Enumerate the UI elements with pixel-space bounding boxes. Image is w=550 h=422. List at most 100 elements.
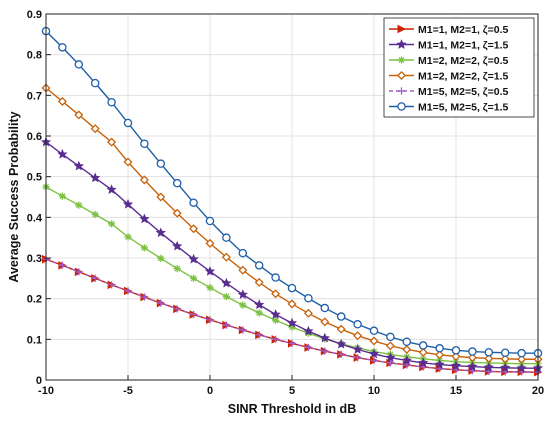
x-tick-label: 20 <box>532 385 544 397</box>
data-point <box>140 139 149 148</box>
data-point <box>204 266 216 276</box>
y-axis-label: Average Success Probability <box>7 111 21 282</box>
data-point <box>418 341 428 350</box>
data-point <box>434 359 445 369</box>
legend: M1=1, M2=1, ζ=0.5 M1=1, M2=1, ζ=1.5 M1=2, … <box>383 17 535 118</box>
data-point <box>155 227 166 238</box>
data-point <box>386 332 395 342</box>
data-point <box>451 351 461 361</box>
data-point <box>173 305 181 313</box>
data-point <box>124 287 132 295</box>
series-4 <box>41 83 543 364</box>
data-point <box>450 360 462 371</box>
data-point <box>397 102 406 111</box>
data-point <box>467 361 478 371</box>
data-point <box>255 331 263 339</box>
data-point <box>206 316 214 324</box>
data-point <box>238 248 248 258</box>
data-point <box>156 159 166 168</box>
data-point <box>91 274 99 282</box>
y-tick-label: 0 <box>36 375 42 387</box>
data-point <box>124 233 132 241</box>
y-tick-label: 0.3 <box>27 253 42 265</box>
data-point <box>205 238 215 248</box>
data-point <box>272 316 280 324</box>
data-point <box>385 341 395 351</box>
data-point <box>107 97 116 107</box>
data-point <box>517 348 526 358</box>
data-point <box>254 277 264 287</box>
data-point <box>90 78 100 88</box>
data-point <box>239 326 247 334</box>
data-point <box>91 210 99 219</box>
x-tick-label: -10 <box>38 385 54 397</box>
data-point <box>254 261 264 270</box>
legend-entry: M1=5, M2=5, ζ=0.5 <box>389 86 509 98</box>
data-point <box>337 350 345 358</box>
data-point <box>320 317 330 327</box>
legend-label: M1=2, M2=2, ζ=0.5 <box>418 55 509 67</box>
data-point <box>206 284 214 292</box>
data-point <box>418 357 429 368</box>
y-tick-label: 0.7 <box>27 90 42 102</box>
data-point <box>397 56 406 64</box>
data-point <box>304 294 313 303</box>
y-tick-label: 0.6 <box>27 131 42 143</box>
data-point <box>321 347 329 355</box>
x-tick-label: 15 <box>450 385 462 397</box>
legend-box <box>383 17 535 118</box>
data-point <box>172 178 182 188</box>
data-point <box>484 348 494 357</box>
data-point <box>239 301 247 309</box>
legend-label: M1=5, M2=5, ζ=0.5 <box>418 86 509 98</box>
data-point <box>272 335 280 343</box>
data-point <box>396 39 407 49</box>
data-point <box>286 317 298 328</box>
data-point <box>75 268 83 276</box>
data-point <box>319 332 330 343</box>
data-point <box>57 96 67 106</box>
data-point <box>255 309 263 317</box>
x-tick-label: 10 <box>368 385 380 397</box>
data-point <box>73 160 84 171</box>
data-point <box>90 172 101 183</box>
data-point <box>418 347 428 357</box>
data-point <box>336 338 347 349</box>
data-point <box>108 220 116 228</box>
data-point <box>468 347 477 356</box>
data-point <box>222 233 231 242</box>
y-tick-label: 0.1 <box>27 334 42 346</box>
data-point <box>288 339 296 347</box>
data-point <box>237 289 248 299</box>
data-point <box>270 309 281 319</box>
data-point <box>484 353 494 363</box>
data-point <box>74 60 84 69</box>
data-point <box>189 224 199 234</box>
series-2 <box>40 136 544 373</box>
data-point <box>467 353 477 363</box>
data-point <box>172 208 182 218</box>
legend-label: M1=1, M2=1, ζ=1.5 <box>418 40 509 52</box>
data-point <box>190 310 198 319</box>
data-point <box>397 87 406 95</box>
legend-entry: M1=5, M2=5, ζ=1.5 <box>389 102 509 114</box>
data-point <box>368 348 380 359</box>
data-point <box>108 281 116 289</box>
data-point <box>139 213 150 224</box>
data-point <box>189 198 198 207</box>
data-point <box>353 331 363 341</box>
data-point <box>402 337 412 347</box>
data-point <box>397 24 406 34</box>
legend-label: M1=1, M2=1, ζ=0.5 <box>418 24 509 36</box>
data-point <box>402 344 412 355</box>
data-point <box>157 254 165 263</box>
data-point <box>304 343 312 352</box>
data-point <box>336 324 346 334</box>
data-point <box>122 198 134 209</box>
data-point <box>140 293 148 301</box>
series-layer <box>40 26 544 377</box>
data-point <box>369 326 379 336</box>
data-point <box>58 43 67 52</box>
data-point <box>386 359 394 367</box>
